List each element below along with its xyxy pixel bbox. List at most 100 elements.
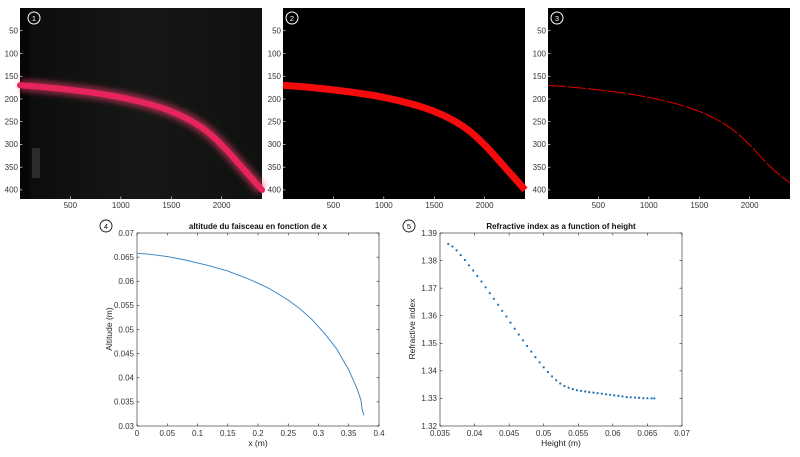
panel-5-scatter-plot: 0.035 0.04 0.045 0.05 0.055 0.06 0.065 0.07 1.32… xyxy=(402,219,690,448)
panel-3-label-badge xyxy=(550,11,564,25)
panel-3-xtick-label: 1000 xyxy=(640,201,658,210)
panel-5-ytick-label: 1.33 xyxy=(421,394,437,403)
panel-5-data-point xyxy=(567,386,570,389)
panel-4-xtick-label: 0.1 xyxy=(192,429,204,438)
panel-2-ytick-label: 300 xyxy=(268,140,282,149)
panel-4-xlabel: x (m) xyxy=(248,438,268,448)
panel-5-data-point xyxy=(546,370,550,374)
panel-5-data-point xyxy=(526,344,529,348)
panel-5-data-point xyxy=(633,396,637,399)
panel-5-data-point xyxy=(542,366,545,369)
panel-5-data-point xyxy=(604,393,608,396)
panel-5-data-point xyxy=(459,254,462,257)
panel-5-data-point xyxy=(609,393,612,396)
panel-5-data-point xyxy=(571,388,574,391)
panel-3-ytick-label: 100 xyxy=(533,49,547,58)
panel-3-ticks: 500 1000 1500 2000 50 100 150 200 250 300 350 400 xyxy=(533,27,759,210)
panel-5-plot-area xyxy=(439,232,683,427)
panel-5-data-point xyxy=(617,394,620,397)
panel-2-ticks: 500 1000 1500 2000 50 100 150 200 250 300 350 400 xyxy=(268,27,494,210)
panel-5-data-point xyxy=(621,395,624,398)
panel-1-dark-left-edge xyxy=(20,8,30,199)
panel-5-data-point xyxy=(559,382,562,385)
panel-5-data-point xyxy=(467,264,471,267)
panel-2-ytick-label: 350 xyxy=(268,163,282,172)
panel-5-data-point xyxy=(613,394,616,397)
panel-5-data-point xyxy=(530,350,533,353)
panel-4-ylabel: Altitude (m) xyxy=(104,307,114,351)
panel-2-xtick-label: 1000 xyxy=(375,201,393,210)
panel-4-ticks: 0 0.05 0.1 0.15 0.2 0.25 0.3 0.35 0.4 0.03 0.035 0.… xyxy=(114,229,385,438)
panel-4-line-plot: 0 0.05 0.1 0.15 0.2 0.25 0.3 0.35 0.4 0.03 0.035 0.… xyxy=(99,219,385,448)
panel-5-data-point xyxy=(563,384,566,388)
panel-4-ytick-label: 0.045 xyxy=(114,349,135,358)
panel-5-data-point xyxy=(447,242,450,246)
panel-4-ytick-label: 0.065 xyxy=(114,253,135,262)
panel-5-label: 5 xyxy=(407,222,411,231)
panel-2-ytick-label: 200 xyxy=(268,95,282,104)
panel-5-data-point xyxy=(497,303,500,306)
panel-5-data-point xyxy=(517,333,520,336)
panel-5-data-point xyxy=(646,397,649,400)
panel-5-ytick-label: 1.35 xyxy=(421,339,437,348)
panel-5-data-point xyxy=(513,327,516,330)
panel-4-plot-area xyxy=(136,232,380,427)
panel-3-xtick-label: 1500 xyxy=(690,201,708,210)
panel-5-ytick-label: 1.37 xyxy=(421,284,437,293)
panel-4-ytick-label: 0.035 xyxy=(114,398,135,407)
panel-1-label-badge xyxy=(27,11,41,25)
panel-5-data-point xyxy=(642,397,645,400)
panel-5-ytick-label: 1.32 xyxy=(421,422,437,431)
panel-3-beam xyxy=(547,84,791,184)
panel-2-beam xyxy=(282,81,528,193)
panel-3-ytick-label: 50 xyxy=(537,27,546,36)
panel-5-ylabel: Refractive index xyxy=(407,298,417,360)
panel-5-data-point xyxy=(584,390,587,393)
panel-5-data-point xyxy=(625,396,628,399)
panel-4-xtick-label: 0.05 xyxy=(159,429,175,438)
panel-1-ytick-label: 300 xyxy=(5,140,19,149)
panel-5-data-point xyxy=(501,309,504,312)
panel-5-data-point xyxy=(653,397,656,400)
panel-1-object xyxy=(32,148,40,178)
panel-1-ytick-label: 250 xyxy=(5,117,19,126)
panel-3-ytick-label: 250 xyxy=(533,117,547,126)
panel-5-data-point xyxy=(600,392,603,395)
panel-5-title: Refractive index as a function of height xyxy=(486,222,636,231)
panel-5-data-point xyxy=(521,339,525,342)
panel-4-ytick-label: 0.07 xyxy=(118,229,134,238)
panel-5-data-point xyxy=(650,397,653,400)
panel-5-data-point xyxy=(575,389,579,392)
panel-5-data-point xyxy=(451,245,454,248)
panel-5-data-point xyxy=(480,280,483,283)
panel-3-ytick-label: 400 xyxy=(533,186,547,195)
panel-5-label-badge xyxy=(402,219,416,233)
panel-5-data-point xyxy=(484,286,487,289)
panel-3-ytick-label: 150 xyxy=(533,72,547,81)
panel-5-xlabel: Height (m) xyxy=(541,438,581,448)
panel-1-beam xyxy=(17,82,265,193)
panel-1-photo: 500 1000 1500 2000 50 100 150 200 250 300 350 400 1 xyxy=(5,8,267,210)
panel-2-xtick-label: 2000 xyxy=(476,201,494,210)
panel-5-xtick-label: 0.06 xyxy=(605,429,621,438)
panel-4-xtick-label: 0.3 xyxy=(313,429,325,438)
panel-5-xtick-label: 0.065 xyxy=(637,429,658,438)
panel-5-data-point xyxy=(509,321,512,324)
panel-3-edge: 500 1000 1500 2000 50 100 150 200 250 300 350 400 3 xyxy=(533,8,791,210)
panel-5-data-point xyxy=(463,258,466,262)
panel-1-xtick-label: 1500 xyxy=(162,201,180,210)
panel-5-ytick-label: 1.39 xyxy=(421,229,437,238)
panel-1-xtick-label: 1000 xyxy=(112,201,130,210)
panel-1-ytick-label: 150 xyxy=(5,72,19,81)
panel-3-ytick-label: 200 xyxy=(533,95,547,104)
panel-1-xtick-label: 2000 xyxy=(213,201,231,210)
panel-3-ytick-label: 350 xyxy=(533,163,547,172)
panel-2-label: 2 xyxy=(290,14,294,23)
panel-5-data-point xyxy=(455,249,458,252)
panel-4-title: altitude du faisceau en fonction de x xyxy=(189,222,328,231)
panel-5-data-point xyxy=(555,379,558,382)
panel-5-data-point xyxy=(596,392,599,395)
panel-1-ticks: 500 1000 1500 2000 50 100 150 200 250 300 350 400 xyxy=(5,27,231,210)
panel-3-image xyxy=(548,8,790,199)
